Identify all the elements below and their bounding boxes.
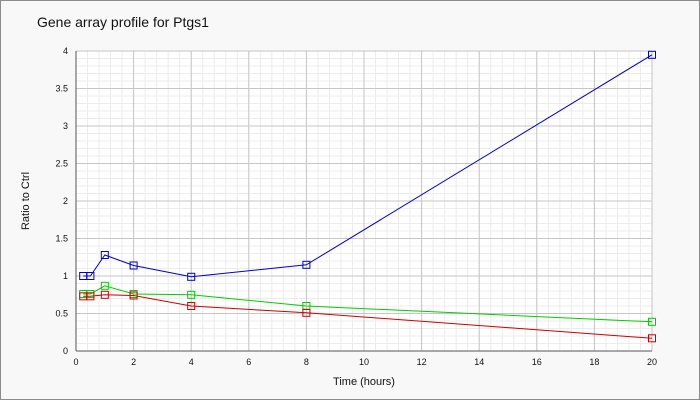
x-tick-label: 12: [417, 357, 427, 367]
series-2-marker: [100, 281, 109, 290]
y-tick-label: 0.5: [55, 309, 68, 319]
series-2-marker: [187, 290, 196, 299]
series-3-marker: [648, 334, 656, 343]
y-tick-labels: 0 0.5 1 1.5 2 2.5 3 3.5 4: [55, 46, 68, 356]
y-tick-label: 1: [63, 271, 68, 281]
series-1-marker: [302, 260, 311, 269]
y-tick-label: 1.5: [55, 234, 68, 244]
chart-title: Gene array profile for Ptgs1: [37, 14, 209, 30]
series-3-marker: [100, 290, 109, 299]
y-tick-label: 2.5: [55, 159, 68, 169]
y-tick-label: 0: [63, 346, 68, 356]
x-tick-label: 20: [647, 357, 657, 367]
x-tick-label: 2: [131, 357, 136, 367]
series-2-marker: [648, 317, 656, 326]
x-axis-label: Time (hours): [333, 376, 395, 388]
series-1-marker: [187, 272, 196, 281]
major-grid: [75, 50, 653, 352]
x-tick-labels: 0 2 4 6 8 10 12 14 16 18 20: [73, 357, 657, 367]
series-3-marker: [129, 291, 138, 300]
x-tick-label: 0: [73, 357, 78, 367]
series-markers: [79, 50, 656, 343]
axes: [75, 51, 652, 352]
series-line-3: [83, 294, 653, 339]
series-lines: [83, 54, 653, 339]
series-3-marker: [302, 308, 311, 317]
y-axis-label: Ratio to Ctrl: [20, 172, 32, 230]
series-1-marker: [86, 272, 95, 280]
series-1-marker: [129, 261, 138, 270]
y-tick-label: 4: [63, 46, 68, 56]
series-3-marker: [86, 292, 95, 301]
x-tick-label: 14: [474, 357, 484, 367]
x-tick-label: 8: [304, 357, 309, 367]
x-tick-label: 4: [189, 357, 194, 367]
y-tick-label: 2: [63, 196, 68, 206]
series-line-1: [83, 54, 653, 278]
x-tick-label: 6: [246, 357, 251, 367]
x-tick-label: 18: [589, 357, 599, 367]
series-3-marker: [187, 302, 196, 310]
y-tick-label: 3.5: [55, 84, 68, 94]
y-tick-label: 3: [63, 121, 68, 131]
x-tick-label: 10: [359, 357, 369, 367]
series-line-2: [83, 285, 653, 323]
series-1-marker: [100, 251, 109, 259]
series-1-marker: [648, 50, 656, 59]
x-tick-label: 16: [532, 357, 542, 367]
